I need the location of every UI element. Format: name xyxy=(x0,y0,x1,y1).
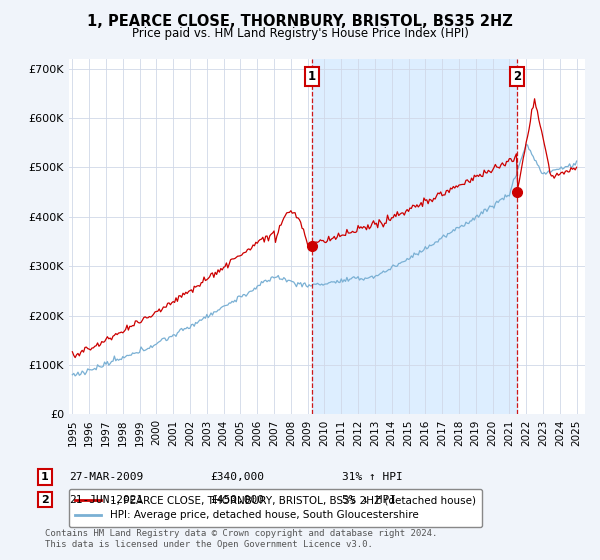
Text: 31% ↑ HPI: 31% ↑ HPI xyxy=(342,472,403,482)
Text: 27-MAR-2009: 27-MAR-2009 xyxy=(69,472,143,482)
Text: £340,000: £340,000 xyxy=(210,472,264,482)
Text: 2: 2 xyxy=(41,494,49,505)
Legend: 1, PEARCE CLOSE, THORNBURY, BRISTOL, BS35 2HZ (detached house), HPI: Average pri: 1, PEARCE CLOSE, THORNBURY, BRISTOL, BS3… xyxy=(69,489,482,526)
Text: 2: 2 xyxy=(513,69,521,82)
Text: 5% ↓ HPI: 5% ↓ HPI xyxy=(342,494,396,505)
Text: £450,000: £450,000 xyxy=(210,494,264,505)
Bar xyxy=(311,59,517,414)
Text: Price paid vs. HM Land Registry's House Price Index (HPI): Price paid vs. HM Land Registry's House … xyxy=(131,27,469,40)
Text: Contains HM Land Registry data © Crown copyright and database right 2024.
This d: Contains HM Land Registry data © Crown c… xyxy=(45,529,437,549)
Text: 1, PEARCE CLOSE, THORNBURY, BRISTOL, BS35 2HZ: 1, PEARCE CLOSE, THORNBURY, BRISTOL, BS3… xyxy=(87,14,513,29)
Text: 1: 1 xyxy=(41,472,49,482)
Text: 21-JUN-2021: 21-JUN-2021 xyxy=(69,494,143,505)
Text: 1: 1 xyxy=(307,69,316,82)
